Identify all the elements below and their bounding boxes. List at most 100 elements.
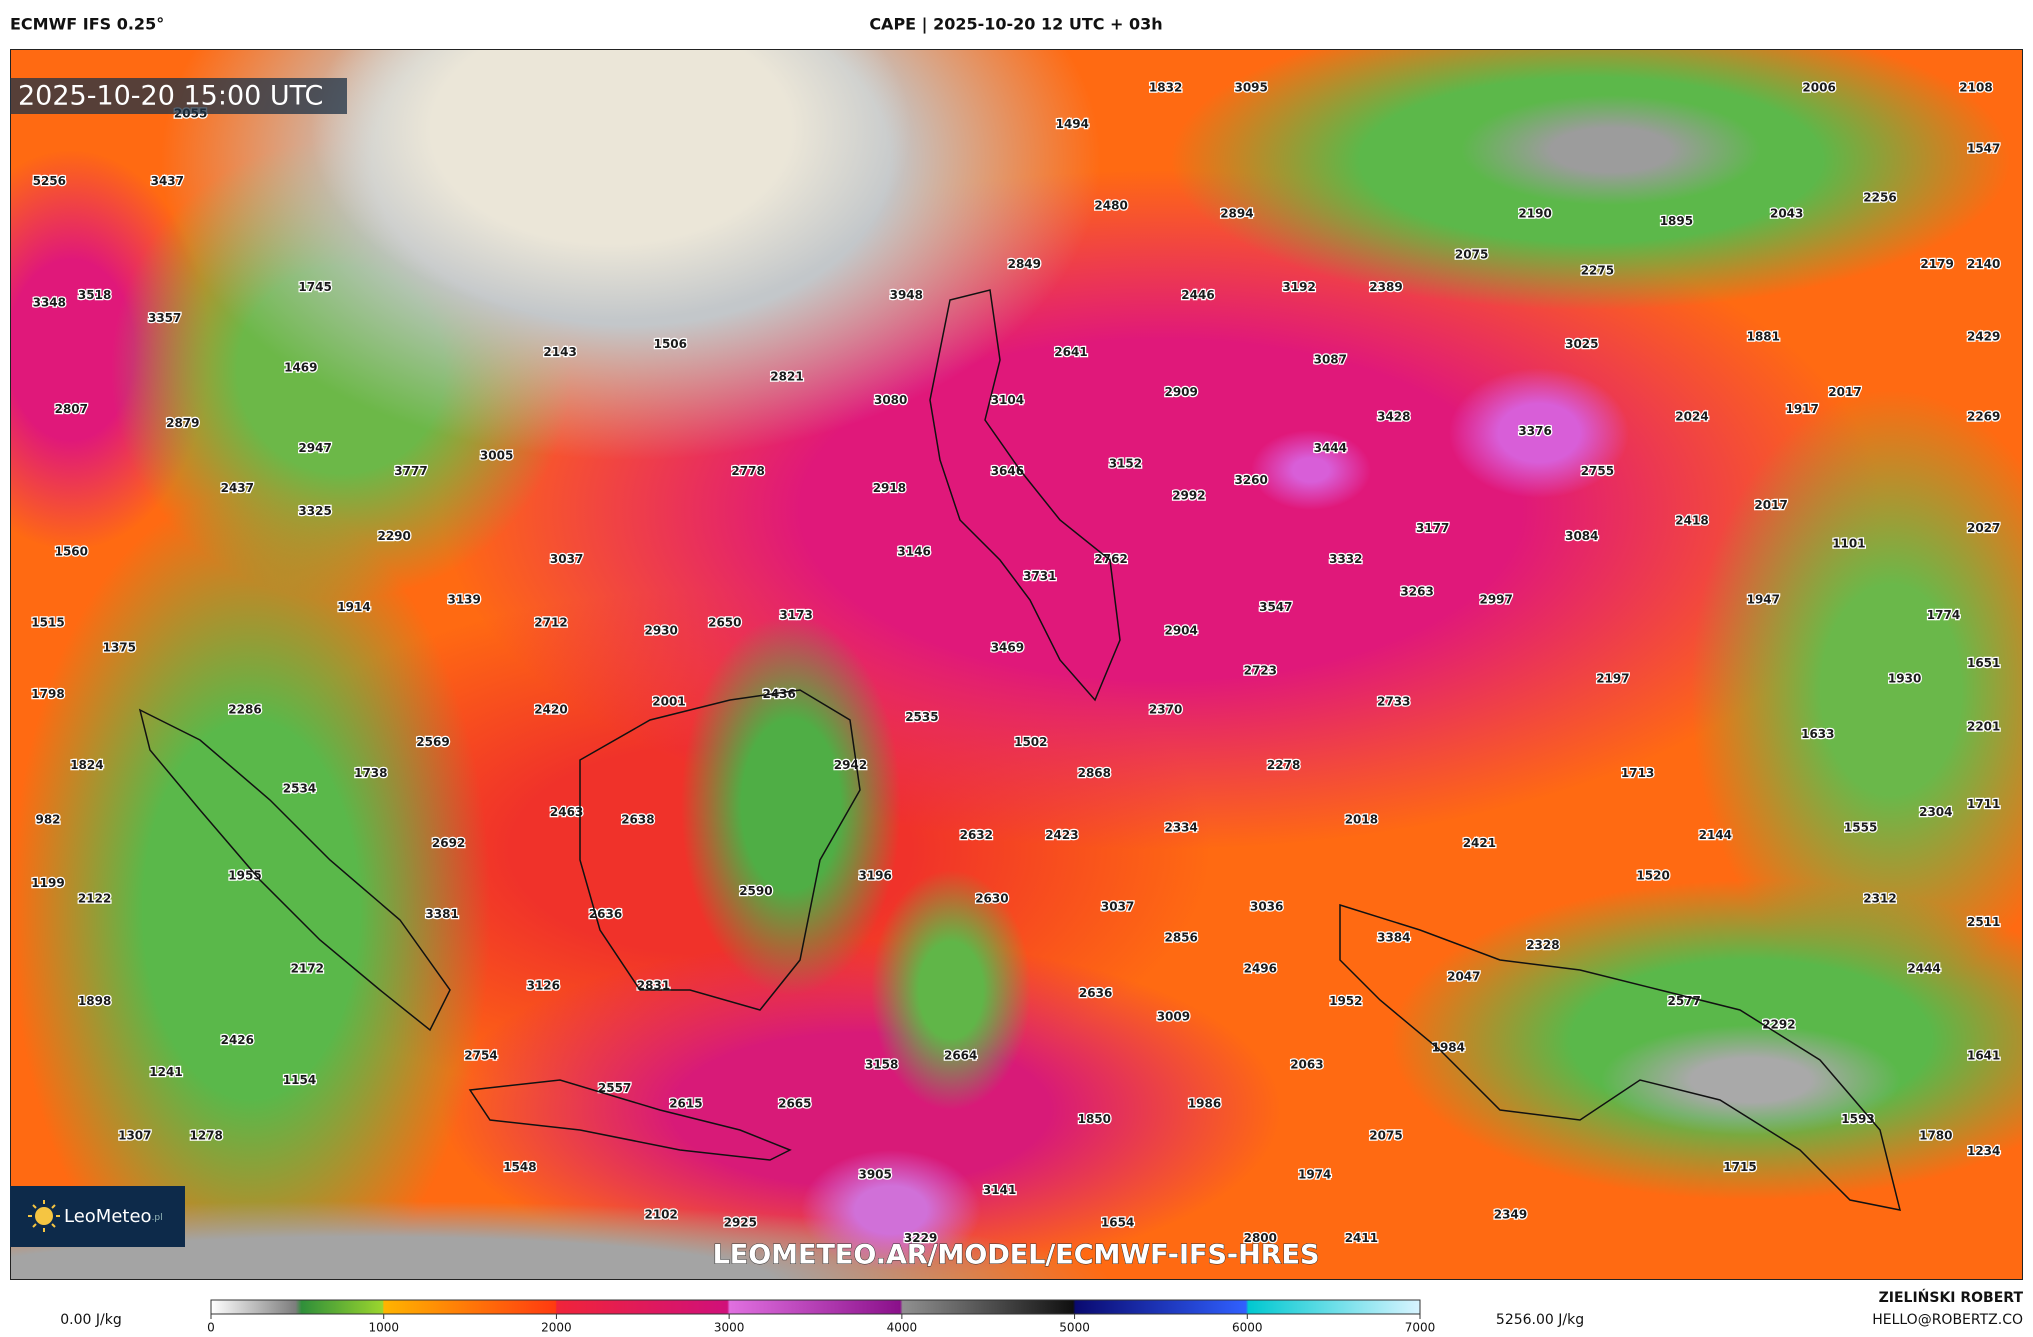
cape-label: 2420 [534, 703, 567, 717]
cape-label: 2429 [1967, 329, 2000, 343]
cape-label: 2665 [778, 1096, 811, 1110]
cape-label: 1469 [284, 360, 317, 374]
cape-label: 2179 [1920, 257, 1953, 271]
cape-label: 3428 [1377, 410, 1410, 424]
cape-label: 3152 [1109, 456, 1142, 470]
cape-label: 3260 [1234, 473, 1267, 487]
cape-label: 2043 [1770, 206, 1803, 220]
cape-label: 2557 [598, 1081, 631, 1095]
cape-label: 2480 [1094, 199, 1127, 213]
cape-labels: 1832309520062108205514941547525634372480… [30, 79, 2002, 1246]
cape-label: 2140 [1967, 257, 2000, 271]
cape-label: 1986 [1188, 1096, 1221, 1110]
cape-label: 2292 [1762, 1017, 1795, 1031]
cape-label: 3905 [858, 1168, 891, 1182]
cape-label: 2446 [1181, 288, 1214, 302]
cape-label: 3469 [991, 640, 1024, 654]
model-name: ECMWF IFS 0.25° [10, 15, 164, 34]
cape-label: 3037 [550, 552, 583, 566]
cape-label: 2334 [1164, 820, 1197, 834]
cape-label: 1952 [1329, 994, 1362, 1008]
cape-label: 2535 [905, 710, 938, 724]
cape-label: 3084 [1565, 529, 1598, 543]
cape-label: 1914 [337, 600, 370, 614]
cape-label: 1520 [1636, 868, 1669, 882]
cape-label: 3444 [1314, 441, 1347, 455]
cape-label: 2108 [1959, 81, 1992, 95]
cape-label: 3518 [78, 288, 111, 302]
cape-label: 2754 [464, 1048, 497, 1062]
cape-label: 3173 [779, 608, 812, 622]
cape-label: 2047 [1447, 969, 1480, 983]
cape-label: 2122 [78, 892, 111, 906]
cape-label: 2444 [1907, 962, 1940, 976]
cape-label: 2006 [1802, 81, 1835, 95]
cape-label: 2641 [1054, 345, 1087, 359]
cape-label: 1502 [1014, 735, 1047, 749]
cape-label: 2312 [1863, 892, 1896, 906]
cape-label: 1713 [1621, 766, 1654, 780]
cape-label: 2063 [1290, 1057, 1323, 1071]
cape-label: 3080 [874, 393, 907, 407]
cape-label: 1738 [354, 766, 387, 780]
cape-label: 1555 [1844, 820, 1877, 834]
cape-label: 1881 [1747, 329, 1780, 343]
cape-label: 3104 [991, 393, 1024, 407]
cape-label: 2630 [975, 892, 1008, 906]
cape-label: 2856 [1164, 931, 1197, 945]
cape-label: 2075 [1369, 1129, 1402, 1143]
cape-label: 2849 [1008, 257, 1041, 271]
cape-label: 2389 [1369, 280, 1402, 294]
cape-label: 2144 [1699, 828, 1732, 842]
cape-label: 3731 [1023, 569, 1056, 583]
cape-label: 2201 [1967, 719, 2000, 733]
cape-label: 2894 [1220, 206, 1253, 220]
cape-label: 3095 [1234, 81, 1267, 95]
colorbar-tick-label: 6000 [1232, 1321, 1263, 1335]
cape-label: 1930 [1888, 671, 1921, 685]
cape-label: 2496 [1244, 962, 1277, 976]
cape-label: 2733 [1377, 695, 1410, 709]
cape-label: 2723 [1244, 664, 1277, 678]
cape-label: 1824 [70, 758, 103, 772]
cape-label: 2001 [652, 695, 685, 709]
colorbar-tick-label: 7000 [1405, 1321, 1436, 1335]
cape-label: 3547 [1259, 600, 1292, 614]
legend-min: 0.00 J/kg [60, 1312, 121, 1328]
cape-label: 2534 [283, 782, 316, 796]
cape-label: 2275 [1581, 263, 1614, 277]
cape-label: 3126 [527, 978, 560, 992]
colorbar-tick-label: 2000 [541, 1321, 572, 1335]
cape-label: 2590 [739, 884, 772, 898]
cape-label: 3777 [394, 464, 427, 478]
cape-label: 3158 [865, 1057, 898, 1071]
cape-label: 3087 [1314, 353, 1347, 367]
cape-label: 3037 [1101, 899, 1134, 913]
cape-label: 2286 [228, 703, 261, 717]
cape-label: 2762 [1094, 552, 1127, 566]
cape-label: 3005 [480, 449, 513, 463]
cape-label: 3357 [148, 311, 181, 325]
cape-label: 2904 [1164, 623, 1197, 637]
cape-label: 1547 [1967, 142, 2000, 156]
cape-label: 1895 [1660, 214, 1693, 228]
cape-label: 1832 [1149, 81, 1182, 95]
cape-label: 2778 [731, 464, 764, 478]
cape-label: 2304 [1919, 805, 1952, 819]
cape-label: 1850 [1078, 1112, 1111, 1126]
cape-label: 1715 [1723, 1160, 1756, 1174]
cape-label: 2800 [1244, 1231, 1277, 1245]
cape-label: 2290 [377, 529, 410, 543]
cape-label: 2636 [1079, 986, 1112, 1000]
author: ZIELIŃSKI ROBERT [1879, 1288, 2024, 1306]
cape-label: 2992 [1172, 489, 1205, 503]
cape-label: 1560 [55, 544, 88, 558]
cape-label: 2997 [1479, 592, 1512, 606]
cape-label: 1199 [31, 876, 64, 890]
watermark: LEOMETEO.AR/MODEL/ECMWF-IFS-HRES [713, 1240, 1320, 1271]
cape-label: 1984 [1432, 1041, 1465, 1055]
cape-label: 3376 [1518, 424, 1551, 438]
cape-label: 1101 [1832, 537, 1865, 551]
cape-label: 1798 [31, 687, 64, 701]
